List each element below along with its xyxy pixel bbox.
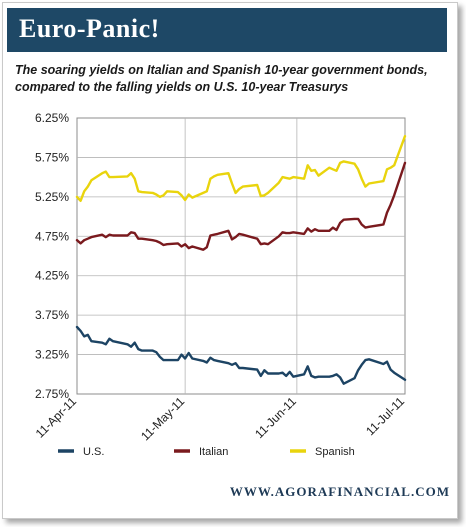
legend-label-italian: Italian [199,446,228,458]
y-tick-label: 3.25% [35,348,69,362]
y-tick-label: 4.25% [35,269,69,283]
subtitle-line-1: The soaring yields on Italian and Spanis… [15,63,428,77]
x-tick-label: 11-Jul-11 [363,394,407,438]
y-tick-label: 2.75% [35,387,69,401]
series-line-spanish [75,134,407,203]
y-axis-ticks: 2.75% 3.25% 3.75% 4.25% 4.75% 5.25% 5.75% 6.25% [35,111,69,401]
y-tick-label: 6.25% [35,111,69,125]
subtitle-line-2: compared to the falling yields on U.S. 1… [15,80,349,94]
y-tick-label: 4.75% [35,229,69,243]
legend-label-spanish: Spanish [315,446,355,458]
y-tick-label: 5.75% [35,150,69,164]
series-line-us [75,325,407,385]
x-tick-label: 11-May-11 [138,394,187,443]
series-line-italian [75,161,407,251]
grid-lines [77,118,405,394]
x-axis-ticks: 11-Apr-11 11-May-11 11-Jun-11 11-Jul-11 [33,394,408,443]
chart-legend: U.S. Italian Spanish [58,446,355,458]
series-lines [75,134,407,385]
page-title: Euro-Panic! [19,14,160,43]
y-tick-label: 3.75% [35,308,69,322]
plot-area [76,117,406,395]
title-banner: Euro-Panic! [7,8,447,52]
legend-label-us: U.S. [83,446,104,458]
footer-site-url: WWW.AGORAFINANCIAL.COM [229,484,450,499]
y-tick-label: 5.25% [35,190,69,204]
chart-subtitle: The soaring yields on Italian and Spanis… [15,62,445,96]
x-tick-label: 11-Jun-11 [252,394,299,441]
